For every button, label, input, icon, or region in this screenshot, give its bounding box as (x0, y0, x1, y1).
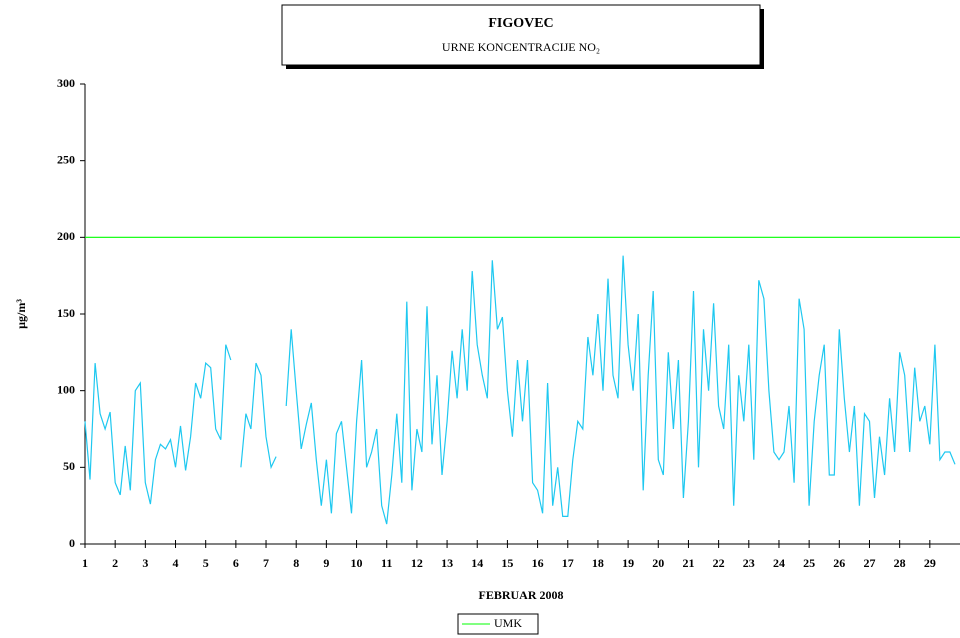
x-tick-label: 4 (173, 556, 179, 570)
x-tick-label: 16 (532, 556, 544, 570)
x-tick-label: 1 (82, 556, 88, 570)
x-tick-label: 8 (293, 556, 299, 570)
x-tick-label: 7 (263, 556, 269, 570)
legend-box (457, 613, 539, 635)
x-tick-label: 21 (682, 556, 694, 570)
x-tick-label: 26 (833, 556, 845, 570)
x-tick-label: 10 (351, 556, 363, 570)
x-tick-label: 22 (713, 556, 725, 570)
x-tick-label: 20 (652, 556, 664, 570)
x-tick-label: 29 (924, 556, 936, 570)
x-tick-label: 17 (562, 556, 574, 570)
y-axis-label: µg/m³ (14, 299, 28, 329)
x-tick-label: 19 (622, 556, 634, 570)
y-tick-label: 300 (57, 76, 75, 90)
legend-label: UMK (494, 616, 522, 630)
x-axis-label: FEBRUAR 2008 (478, 588, 563, 602)
y-tick-label: 200 (57, 229, 75, 243)
x-tick-label: 23 (743, 556, 755, 570)
x-tick-label: 3 (142, 556, 148, 570)
y-tick-label: 150 (57, 306, 75, 320)
x-tick-label: 5 (203, 556, 209, 570)
x-tick-label: 25 (803, 556, 815, 570)
title-box (281, 4, 761, 66)
x-tick-label: 13 (441, 556, 453, 570)
data-line (84, 255, 956, 525)
x-tick-label: 18 (592, 556, 604, 570)
x-tick-label: 11 (381, 556, 392, 570)
y-tick-label: 50 (63, 459, 75, 473)
chart-title: FIGOVEC (488, 16, 553, 31)
x-tick-label: 14 (471, 556, 483, 570)
x-tick-label: 15 (501, 556, 513, 570)
chart-subtitle: URNE KONCENTRACIJE NO₂ (442, 40, 600, 54)
y-tick-label: 250 (57, 152, 75, 166)
x-tick-label: 24 (773, 556, 785, 570)
x-tick-label: 6 (233, 556, 239, 570)
x-tick-label: 2 (112, 556, 118, 570)
x-tick-label: 9 (323, 556, 329, 570)
y-tick-label: 100 (57, 382, 75, 396)
x-tick-label: 27 (863, 556, 875, 570)
y-tick-label: 0 (69, 536, 75, 550)
x-tick-label: 28 (894, 556, 906, 570)
x-tick-label: 12 (411, 556, 423, 570)
